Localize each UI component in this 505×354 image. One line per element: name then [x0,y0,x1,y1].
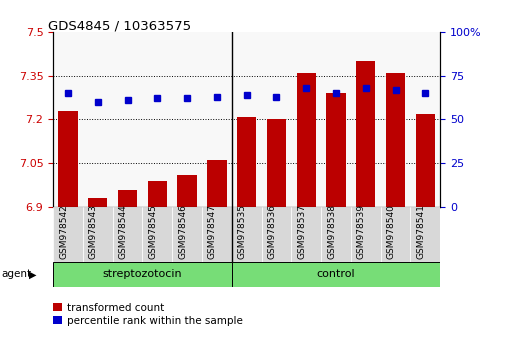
Bar [350,207,380,262]
Text: GSM978544: GSM978544 [118,204,127,259]
Text: streptozotocin: streptozotocin [103,269,182,279]
Bar [236,116,256,207]
Bar [410,207,439,262]
Text: GDS4845 / 10363575: GDS4845 / 10363575 [48,19,191,33]
Text: GSM978545: GSM978545 [148,204,157,259]
Bar [291,207,321,262]
Bar [83,207,113,262]
Bar [326,93,345,207]
Text: GSM978546: GSM978546 [178,204,187,259]
Text: agent: agent [1,269,31,279]
Bar [231,262,439,287]
Text: GSM978535: GSM978535 [237,204,246,259]
Text: GSM978539: GSM978539 [356,204,365,259]
Text: control: control [316,269,355,279]
Bar [415,114,434,207]
Text: GSM978543: GSM978543 [88,204,97,259]
Bar [58,111,78,207]
Bar [385,73,405,207]
Bar [380,207,410,262]
Bar [231,207,261,262]
Text: GSM978540: GSM978540 [386,204,395,259]
Bar [53,207,83,262]
Bar [356,61,375,207]
Bar [177,175,196,207]
Text: ▶: ▶ [29,269,37,279]
Legend: transformed count, percentile rank within the sample: transformed count, percentile rank withi… [53,303,242,326]
Bar [53,262,231,287]
Bar [172,207,201,262]
Bar [88,198,107,207]
Text: GSM978542: GSM978542 [59,204,68,259]
Text: GSM978541: GSM978541 [416,204,425,259]
Bar [261,207,291,262]
Text: GSM978537: GSM978537 [296,204,306,259]
Bar [321,207,350,262]
Bar [201,207,231,262]
Bar [118,190,137,207]
Text: GSM978536: GSM978536 [267,204,276,259]
Bar [296,73,315,207]
Text: GSM978547: GSM978547 [208,204,217,259]
Bar [207,160,226,207]
Bar [142,207,172,262]
Text: GSM978538: GSM978538 [326,204,335,259]
Bar [266,120,285,207]
Bar [147,181,167,207]
Bar [113,207,142,262]
